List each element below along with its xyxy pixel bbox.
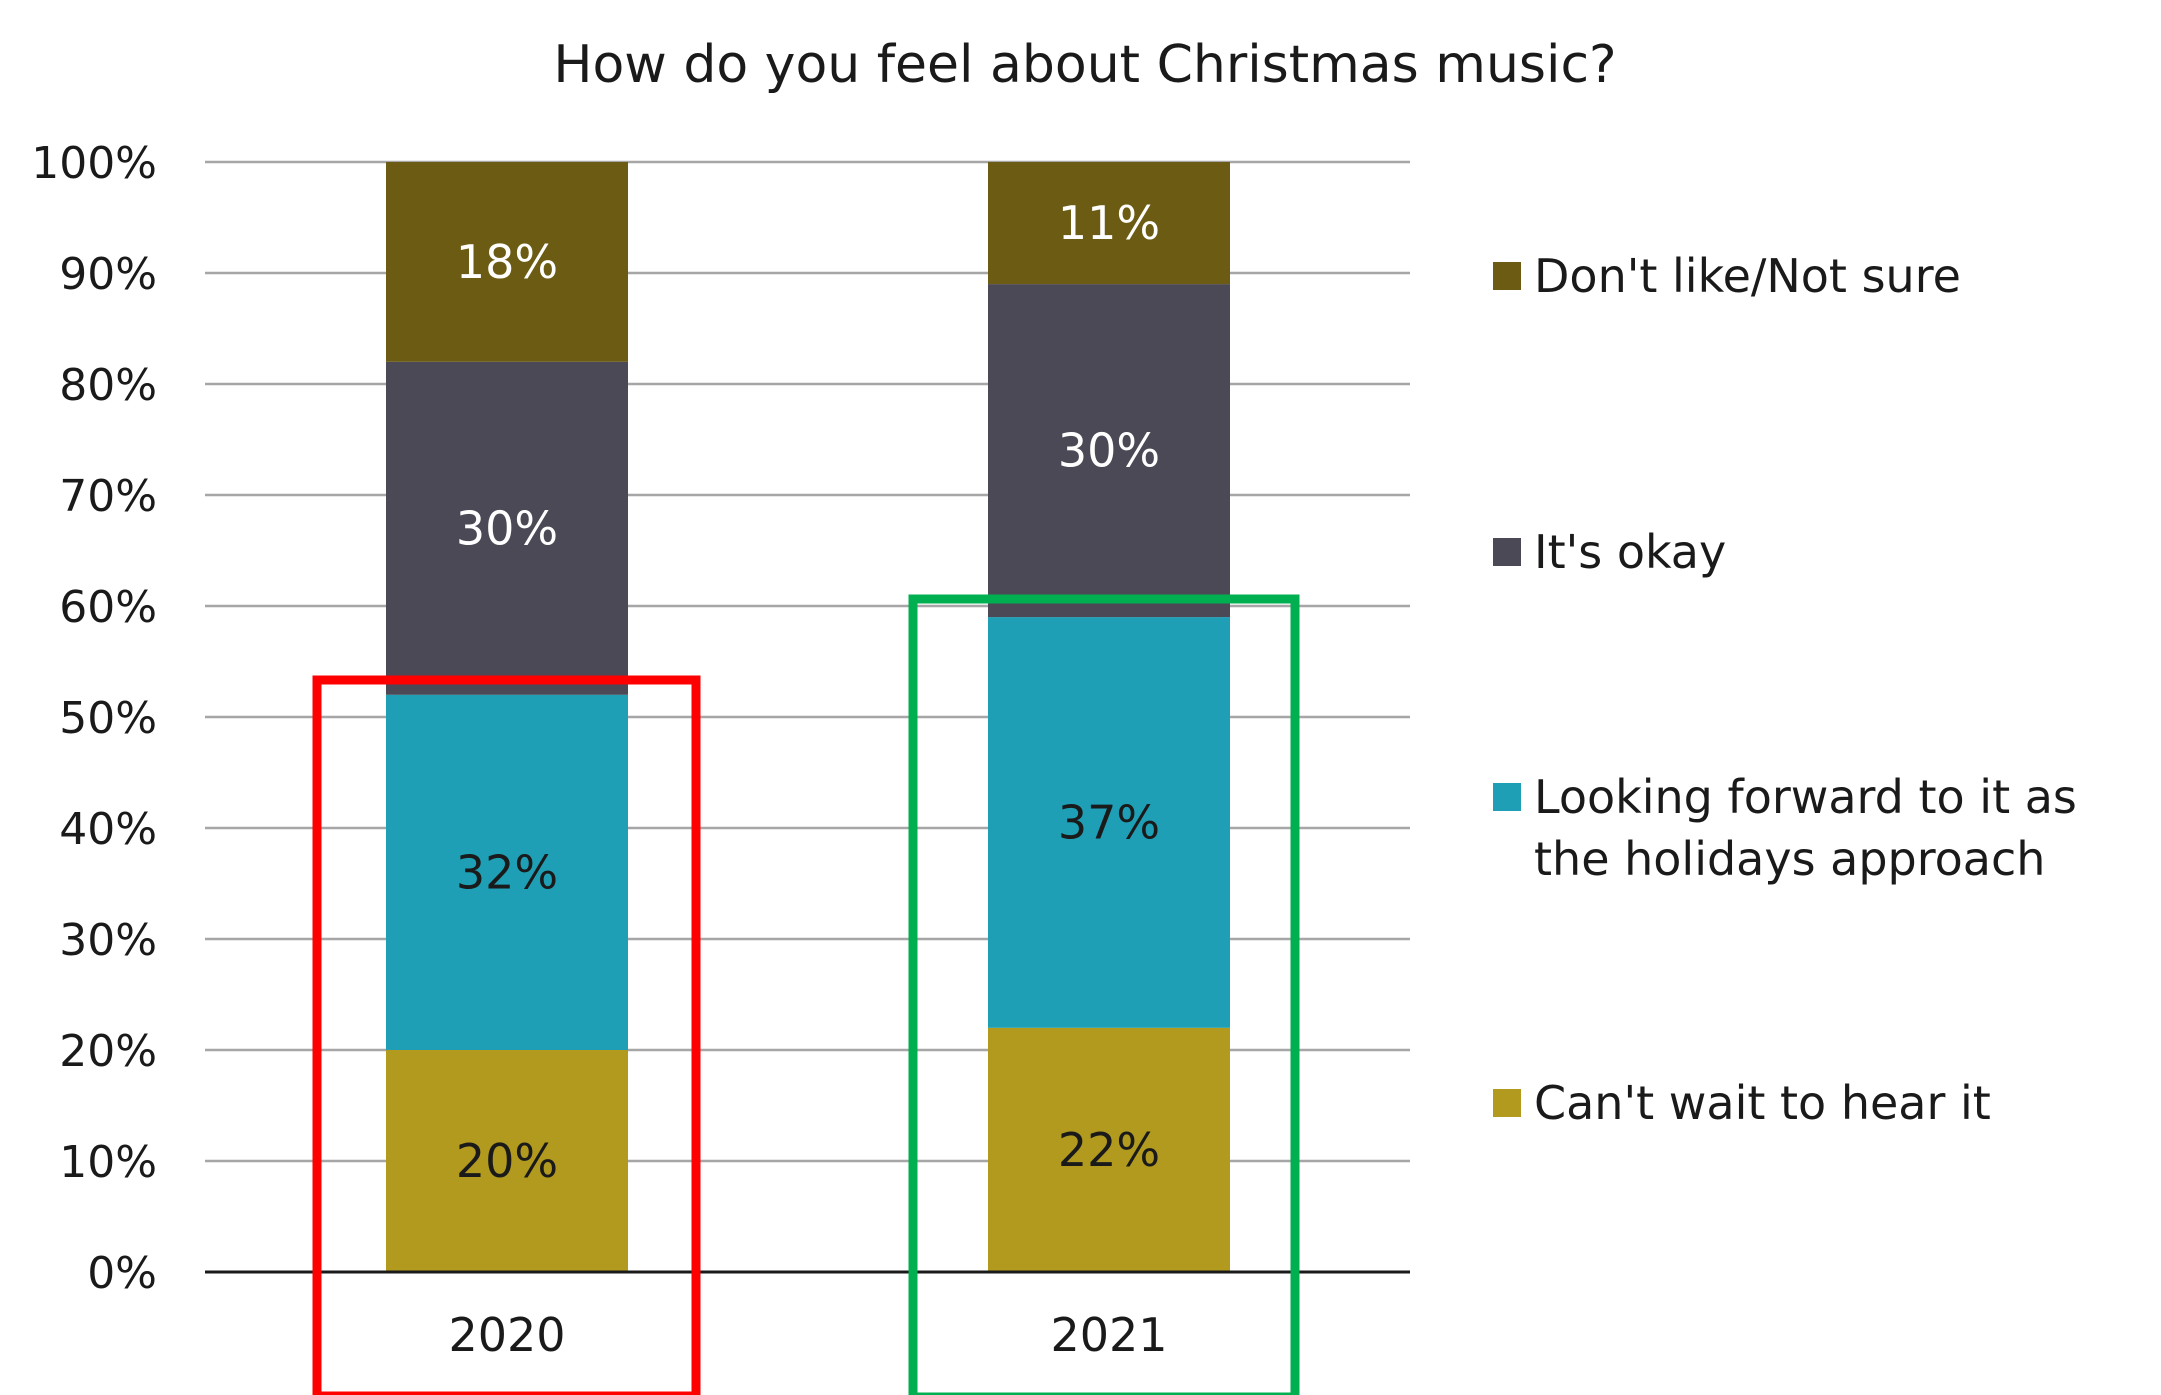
x-tick-label: 2021 bbox=[1050, 1308, 1167, 1362]
chart-title: How do you feel about Christmas music? bbox=[553, 35, 1616, 95]
x-tick-label: 2020 bbox=[448, 1308, 565, 1362]
bar-segment bbox=[988, 1027, 1230, 1272]
highlight-box-2020 bbox=[312, 675, 701, 1395]
highlight-box-2021 bbox=[908, 594, 1300, 1395]
bar-segment bbox=[386, 162, 628, 362]
y-tick-label: 60% bbox=[59, 582, 157, 633]
bar-segment bbox=[988, 617, 1230, 1028]
y-tick-label: 40% bbox=[59, 804, 157, 855]
highlight-boxes bbox=[312, 594, 1300, 1395]
legend-label: Can't wait to hear it bbox=[1534, 1076, 1991, 1130]
bar-segment bbox=[386, 694, 628, 1050]
legend-label: It's okay bbox=[1534, 525, 1726, 579]
bar-segment bbox=[386, 361, 628, 695]
y-tick-label: 10% bbox=[59, 1137, 157, 1188]
data-label: 37% bbox=[1058, 795, 1160, 849]
data-label: 20% bbox=[456, 1134, 558, 1188]
y-axis: 0% 10% 20% 30% 40% 50% 60% 70% 80% 90% 100% bbox=[31, 138, 157, 1299]
legend-label: the holidays approach bbox=[1534, 832, 2045, 886]
bar-segment bbox=[988, 162, 1230, 285]
data-label: 30% bbox=[1058, 424, 1160, 478]
data-label: 30% bbox=[456, 501, 558, 555]
y-tick-label: 80% bbox=[59, 360, 157, 411]
y-tick-label: 70% bbox=[59, 471, 157, 522]
x-axis: 2020 2021 bbox=[205, 1270, 1410, 1362]
legend: Don't like/Not sure It's okay Looking forw… bbox=[1493, 249, 2077, 1130]
data-label: 11% bbox=[1058, 196, 1160, 250]
legend-swatch bbox=[1493, 1089, 1521, 1117]
bar-segment bbox=[988, 284, 1230, 618]
data-label: 18% bbox=[456, 235, 558, 289]
bars: 20% 32% 30% 18% 22% 37% 30% 11% bbox=[386, 162, 1230, 1272]
legend-label: Don't like/Not sure bbox=[1534, 249, 1961, 303]
y-tick-label: 100% bbox=[31, 138, 157, 189]
legend-swatch bbox=[1493, 538, 1521, 566]
legend-swatch bbox=[1493, 783, 1521, 811]
legend-swatch bbox=[1493, 262, 1521, 290]
y-tick-label: 30% bbox=[59, 915, 157, 966]
y-tick-label: 50% bbox=[59, 693, 157, 744]
legend-label: Looking forward to it as bbox=[1534, 770, 2077, 824]
bar-segment bbox=[386, 1050, 628, 1272]
y-tick-label: 20% bbox=[59, 1026, 157, 1077]
y-tick-label: 90% bbox=[59, 249, 157, 300]
y-tick-label: 0% bbox=[87, 1248, 157, 1299]
data-label: 32% bbox=[456, 845, 558, 899]
data-label: 22% bbox=[1058, 1123, 1160, 1177]
